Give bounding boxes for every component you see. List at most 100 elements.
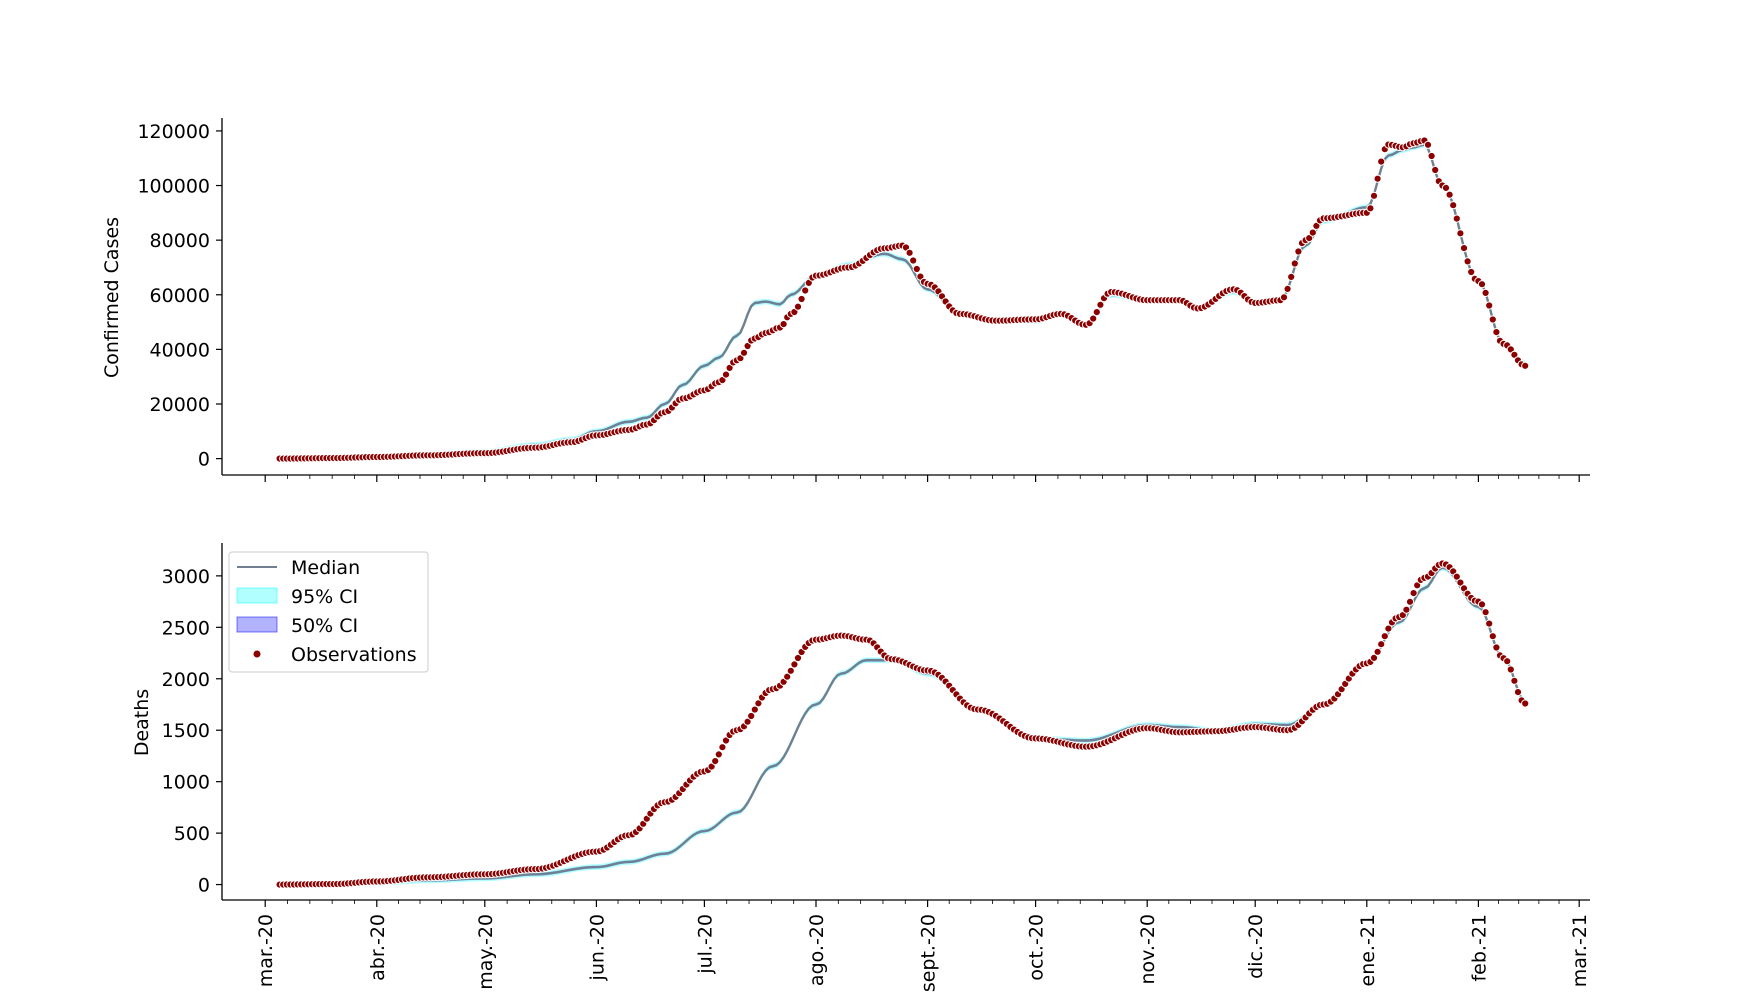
legend: Median 95% CI 50% CI Observations xyxy=(228,551,429,673)
observation-point xyxy=(739,348,749,357)
observation-point xyxy=(1488,632,1497,641)
observation-point xyxy=(1373,174,1382,183)
observation-point xyxy=(1427,151,1436,161)
observation-point xyxy=(1452,572,1461,581)
x-tick-label: mar.-20 xyxy=(255,914,277,987)
y-tick-label: 40000 xyxy=(150,339,210,361)
observation-point xyxy=(1452,214,1461,223)
x-tick-label: may.-20 xyxy=(475,914,497,990)
y-tick-label: 1500 xyxy=(162,720,210,742)
observation-point xyxy=(1366,204,1375,213)
y-tick-label: 3000 xyxy=(162,566,210,588)
observation-point xyxy=(905,248,914,257)
observation-point xyxy=(912,264,921,274)
observation-point xyxy=(1445,190,1454,199)
observation-point xyxy=(1521,361,1530,370)
y-tick-label: 500 xyxy=(174,823,210,845)
observation-point xyxy=(1463,257,1472,266)
observation-point xyxy=(783,672,792,681)
observation-point xyxy=(793,653,803,663)
x-tick-label: ago.-20 xyxy=(806,914,828,986)
y-tick-label: 0 xyxy=(198,875,210,897)
observation-point xyxy=(711,757,720,766)
ci95-band xyxy=(279,564,1526,888)
observation-point xyxy=(1492,328,1501,337)
observation-point xyxy=(1506,665,1515,674)
observation-point xyxy=(1449,201,1458,210)
observation-point xyxy=(750,705,759,714)
observation-point xyxy=(786,666,795,675)
observation-point xyxy=(1510,676,1519,685)
observation-point xyxy=(721,370,731,379)
observation-point xyxy=(1405,597,1415,606)
legend-entry-label: 95% CI xyxy=(291,586,358,608)
median-line xyxy=(279,566,1526,886)
legend-entry-label: Observations xyxy=(291,644,417,666)
observation-point xyxy=(1089,314,1098,323)
observation-point xyxy=(1369,191,1379,200)
observation-point xyxy=(1456,578,1465,587)
y-tick-label: 60000 xyxy=(150,285,210,307)
observation-point xyxy=(1384,624,1393,633)
observation-point xyxy=(1477,280,1487,289)
x-tick-label: sept.-20 xyxy=(918,914,940,992)
observation-point xyxy=(1380,632,1389,641)
ci50-band xyxy=(279,143,1526,460)
observation-point xyxy=(1369,653,1379,663)
y-tick-label: 100000 xyxy=(137,176,210,198)
legend-entry-label: 50% CI xyxy=(291,615,358,637)
observation-point xyxy=(1409,589,1418,598)
observation-point xyxy=(1294,247,1303,256)
y-tick-label: 2000 xyxy=(162,669,210,691)
observation-point xyxy=(1096,300,1105,309)
median-line xyxy=(279,143,1526,460)
observation-point xyxy=(1488,315,1497,324)
observation-point xyxy=(790,660,799,669)
observation-point xyxy=(1485,619,1494,628)
panel-deaths: 0 500 1000 1500 2000 2500 3000 Deaths xyxy=(131,543,1590,907)
observation-point xyxy=(1092,308,1101,317)
legend-observations-swatch xyxy=(252,649,262,659)
observation-point xyxy=(743,717,752,726)
observation-point xyxy=(1377,157,1386,166)
observation-point xyxy=(1308,228,1317,237)
x-tick-label: oct.-20 xyxy=(1026,914,1048,981)
x-tick-label: nov.-20 xyxy=(1137,914,1159,985)
observation-point xyxy=(754,699,763,708)
observation-point xyxy=(1431,165,1440,175)
observation-point xyxy=(793,302,803,311)
observation-point xyxy=(909,256,918,265)
observation-point xyxy=(1283,284,1292,293)
observation-point xyxy=(1373,647,1382,656)
y-tick-label: 0 xyxy=(198,449,210,471)
y-axis-label: Confirmed Cases xyxy=(101,217,123,378)
y-tick-label: 2500 xyxy=(162,617,210,639)
observation-point xyxy=(747,711,756,721)
observation-point xyxy=(801,286,810,295)
observation-point xyxy=(1492,643,1501,652)
observation-point xyxy=(1467,267,1476,277)
ci50-band xyxy=(279,566,1526,886)
observation-point xyxy=(1459,244,1469,253)
x-tick-label: ene.-21 xyxy=(1357,914,1379,987)
observation-point xyxy=(797,294,806,304)
legend-ci95-swatch xyxy=(236,587,278,604)
x-tick-label: feb.-21 xyxy=(1468,914,1490,982)
observation-point xyxy=(718,743,727,752)
x-tick-label: jul.-20 xyxy=(694,914,716,975)
panel-confirmed-cases: 0 20000 40000 60000 80000 100000 120000 Confirm… xyxy=(101,118,1590,482)
x-tick-label: jun.-20 xyxy=(586,914,608,981)
y-tick-label: 1000 xyxy=(162,772,210,794)
ci95-band xyxy=(279,141,1526,462)
observation-point xyxy=(1521,699,1530,708)
observation-point xyxy=(1456,229,1465,238)
legend-frame xyxy=(228,551,429,673)
observation-point xyxy=(1485,301,1494,310)
observation-point xyxy=(1503,657,1512,666)
observation-point xyxy=(779,320,788,329)
observation-point xyxy=(1279,293,1289,302)
legend-ci50-swatch xyxy=(236,616,278,633)
observation-point xyxy=(1290,259,1299,268)
